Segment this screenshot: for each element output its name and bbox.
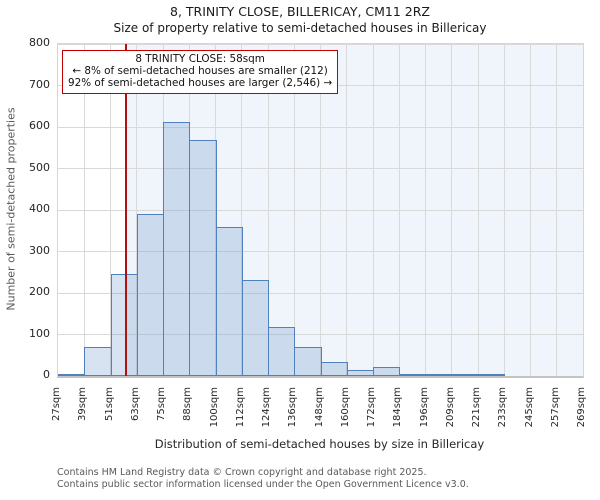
x-tick-text: 184sqm bbox=[392, 387, 404, 428]
histogram-bar bbox=[320, 362, 348, 376]
v-gridline bbox=[556, 44, 558, 376]
histogram-bar bbox=[163, 121, 191, 376]
annotation-line-2: ← 8% of semi-detached houses are smaller… bbox=[72, 65, 328, 78]
x-tick-label: 51sqm bbox=[104, 380, 116, 430]
x-tick-label: 75sqm bbox=[156, 380, 168, 430]
histogram-bar bbox=[399, 373, 427, 376]
x-tick-label: 257sqm bbox=[550, 380, 562, 430]
y-tick-label: 500 bbox=[29, 160, 50, 174]
x-tick-label: 63sqm bbox=[130, 380, 142, 430]
v-gridline bbox=[267, 44, 269, 376]
x-tick-label: 27sqm bbox=[51, 380, 63, 430]
histogram-bar bbox=[84, 346, 112, 376]
x-tick-label: 124sqm bbox=[261, 380, 273, 430]
x-tick-text: 100sqm bbox=[208, 387, 220, 428]
x-tick-label: 269sqm bbox=[576, 380, 588, 430]
v-gridline bbox=[241, 44, 243, 376]
x-tick-label: 221sqm bbox=[471, 380, 483, 430]
x-tick-label: 160sqm bbox=[340, 380, 352, 430]
x-tick-text: 51sqm bbox=[103, 387, 115, 422]
x-tick-text: 160sqm bbox=[339, 387, 351, 428]
histogram-bar bbox=[478, 373, 506, 376]
v-gridline bbox=[110, 44, 111, 376]
x-tick-label: 172sqm bbox=[366, 380, 378, 430]
x-tick-label: 112sqm bbox=[235, 380, 247, 430]
x-tick-label: 209sqm bbox=[445, 380, 457, 430]
histogram-bar bbox=[110, 274, 138, 376]
chart-subtitle: Size of property relative to semi-detach… bbox=[113, 21, 487, 35]
v-gridline bbox=[477, 44, 479, 376]
marker-annotation-box: 8 TRINITY CLOSE: 58sqm ← 8% of semi-deta… bbox=[62, 50, 339, 94]
v-gridline bbox=[530, 44, 531, 376]
histogram-bar bbox=[294, 346, 322, 376]
y-tick-label: 800 bbox=[29, 36, 50, 49]
y-tick-label: 200 bbox=[29, 285, 50, 298]
v-gridline bbox=[372, 44, 374, 376]
y-tick-label: 400 bbox=[29, 202, 50, 215]
footer-line-1: Contains HM Land Registry data © Crown c… bbox=[57, 467, 427, 478]
histogram-bar bbox=[268, 327, 296, 376]
x-tick-text: 196sqm bbox=[418, 387, 430, 428]
x-tick-text: 257sqm bbox=[549, 387, 561, 428]
x-tick-label: 245sqm bbox=[524, 380, 536, 430]
x-tick-label: 39sqm bbox=[77, 380, 89, 430]
v-gridline bbox=[346, 44, 348, 376]
x-tick-text: 63sqm bbox=[129, 387, 141, 422]
annotation-line-3: 92% of semi-detached houses are larger (… bbox=[68, 77, 333, 90]
histogram-bar bbox=[215, 227, 243, 376]
y-tick-label: 100 bbox=[29, 326, 50, 340]
v-gridline bbox=[503, 44, 505, 376]
attribution-footer: Contains HM Land Registry data © Crown c… bbox=[57, 467, 597, 490]
x-tick-label: 136sqm bbox=[287, 380, 299, 430]
x-tick-label: 196sqm bbox=[419, 380, 431, 430]
property-size-marker-line bbox=[124, 44, 127, 376]
v-gridline bbox=[398, 44, 400, 376]
x-tick-text: 269sqm bbox=[576, 387, 587, 428]
histogram-bar bbox=[136, 214, 164, 376]
x-tick-label: 148sqm bbox=[314, 380, 326, 430]
y-tick-label: 0 bbox=[43, 368, 50, 381]
x-tick-label: 184sqm bbox=[392, 380, 404, 430]
histogram-bar bbox=[241, 279, 269, 376]
x-tick-text: 148sqm bbox=[313, 387, 325, 428]
histogram-bar bbox=[373, 366, 401, 376]
x-tick-text: 88sqm bbox=[182, 387, 194, 422]
footer-line-2: Contains public sector information licen… bbox=[57, 478, 469, 490]
x-tick-label: 233sqm bbox=[497, 380, 509, 430]
x-tick-text: 245sqm bbox=[523, 387, 535, 428]
histogram-bar bbox=[189, 140, 217, 376]
histogram-bar bbox=[346, 370, 374, 376]
x-axis-label: Distribution of semi-detached houses by … bbox=[154, 437, 485, 451]
x-tick-text: 39sqm bbox=[77, 387, 89, 422]
chart-title: 8, TRINITY CLOSE, BILLERICAY, CM11 2RZ bbox=[170, 4, 430, 19]
x-tick-text: 136sqm bbox=[287, 387, 299, 428]
x-tick-text: 124sqm bbox=[261, 387, 272, 428]
x-tick-label: 88sqm bbox=[182, 380, 194, 430]
x-tick-text: 172sqm bbox=[366, 387, 377, 428]
v-gridline bbox=[425, 44, 426, 376]
histogram-bar bbox=[451, 373, 479, 376]
y-tick-label: 700 bbox=[29, 77, 50, 91]
x-tick-text: 75sqm bbox=[156, 387, 167, 422]
v-gridline bbox=[136, 44, 138, 376]
x-tick-label: 100sqm bbox=[209, 380, 221, 430]
y-tick-label: 600 bbox=[29, 119, 50, 132]
y-tick-label: 300 bbox=[29, 243, 50, 257]
annotation-line-1: 8 TRINITY CLOSE: 58sqm bbox=[135, 53, 265, 65]
v-gridline bbox=[451, 44, 453, 376]
x-tick-text: 209sqm bbox=[444, 387, 456, 428]
plot-area bbox=[57, 43, 584, 378]
histogram-bar bbox=[425, 373, 453, 376]
v-gridline bbox=[320, 44, 321, 376]
histogram-bar bbox=[58, 373, 86, 376]
x-tick-text: 221sqm bbox=[471, 387, 482, 428]
v-gridline bbox=[293, 44, 295, 376]
x-tick-text: 233sqm bbox=[497, 387, 509, 428]
x-tick-text: 112sqm bbox=[234, 387, 246, 428]
v-gridline bbox=[83, 44, 85, 376]
x-tick-text: 27sqm bbox=[51, 387, 62, 422]
